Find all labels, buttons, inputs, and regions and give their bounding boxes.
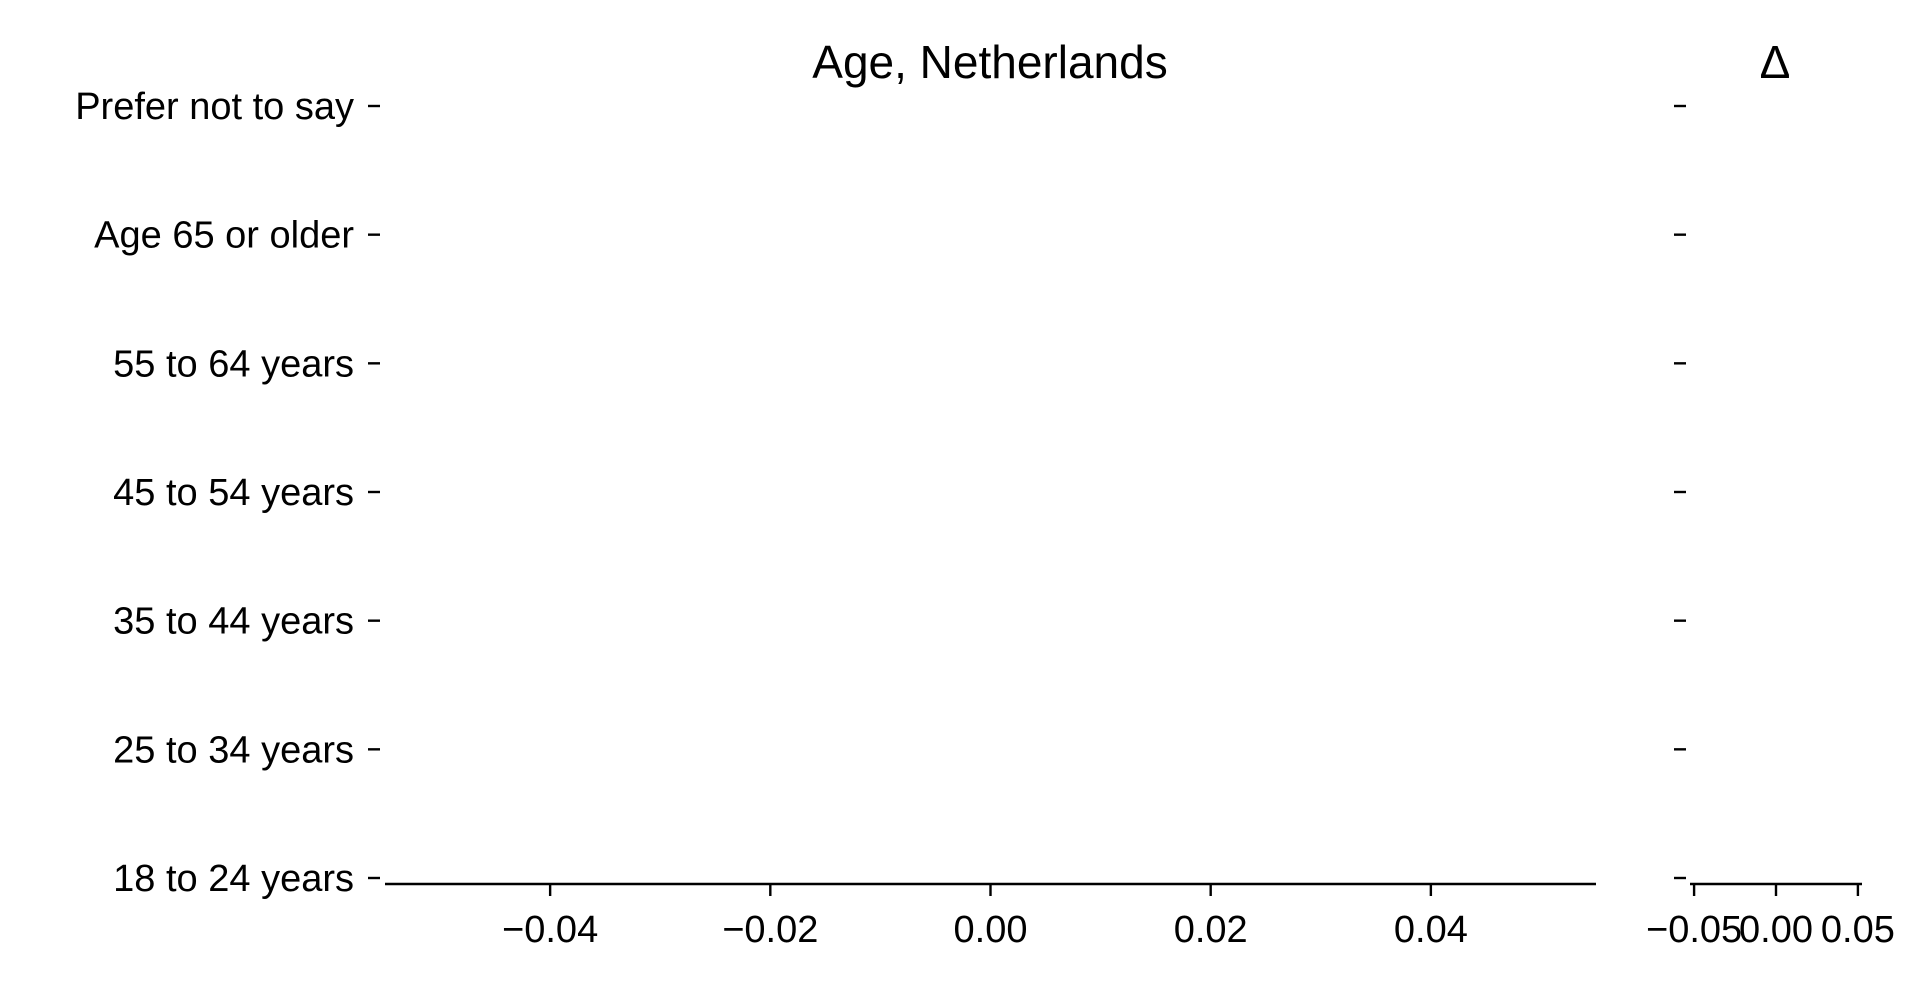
y-tick-label: 45 to 54 years [113, 472, 354, 514]
chart-title: Age, Netherlands [812, 36, 1167, 88]
y-tick-label: 55 to 64 years [113, 343, 354, 385]
x-tick-label: 0.04 [1394, 909, 1468, 951]
panel-title: Δ [1760, 36, 1791, 88]
y-tick-label: 25 to 34 years [113, 729, 354, 771]
y-tick-label: 35 to 44 years [113, 601, 354, 643]
y-tick-label: Prefer not to say [75, 86, 354, 128]
x-tick-label: −0.02 [722, 909, 818, 951]
x-tick-label: 0.05 [1821, 909, 1895, 951]
x-tick-label: 0.00 [954, 909, 1028, 951]
x-tick-label: −0.05 [1646, 909, 1742, 951]
x-tick-label: −0.04 [502, 909, 598, 951]
x-tick-label: 0.02 [1174, 909, 1248, 951]
y-tick-label: Age 65 or older [94, 215, 354, 257]
x-tick-label: 0.00 [1739, 909, 1813, 951]
y-tick-label: 18 to 24 years [113, 858, 354, 900]
